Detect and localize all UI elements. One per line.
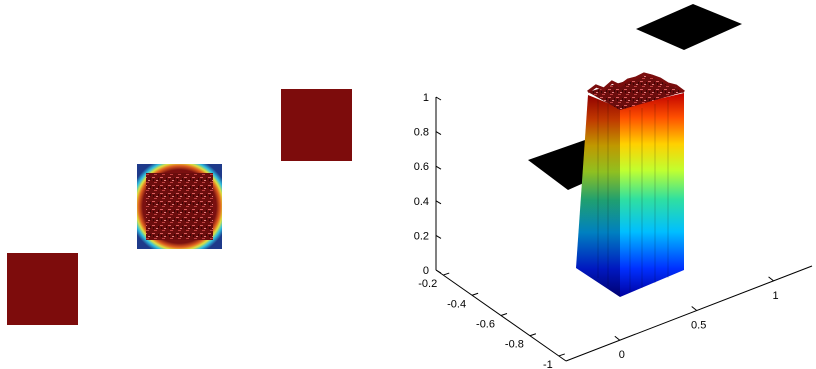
tile-uniform-bottom <box>7 253 78 325</box>
z-tick-mark <box>435 165 442 170</box>
z-tick-label: 1 <box>423 92 429 104</box>
column-top <box>588 74 684 110</box>
z-tick-mark <box>435 269 442 274</box>
surface-axes: 00.20.40.60.81 -0.2-0.4-0.6-0.8-1 00.51 <box>414 92 813 369</box>
y-tick-mark <box>529 333 537 337</box>
x-axis-line <box>565 265 813 362</box>
z-tick-mark <box>435 96 442 101</box>
y-tick-label: -1 <box>543 359 553 369</box>
y-tick-label: -0.8 <box>505 339 524 351</box>
z-tick-label: 0.4 <box>414 196 429 208</box>
y-tick-label: -0.6 <box>476 319 495 331</box>
left-panel <box>7 89 352 325</box>
x-tick-mark <box>691 306 697 311</box>
x-tick-label: 0.5 <box>691 320 706 332</box>
x-tick-mark <box>768 276 774 282</box>
black-plane-upper <box>636 4 742 50</box>
z-tick-label: 0.8 <box>414 127 429 139</box>
z-ticks: 0 0.2 0.4 0.6 0.8 1 <box>414 92 442 277</box>
z-tick-mark <box>435 200 442 205</box>
tile-uniform-top <box>281 89 352 161</box>
z-tick-label: 0.2 <box>414 230 429 242</box>
y-tick-label: -0.2 <box>418 278 437 290</box>
z-tick-label: 0.6 <box>414 161 429 173</box>
y-tick-label: -0.4 <box>447 298 466 310</box>
z-tick-mark <box>435 131 442 136</box>
y-ticks: -0.2 -0.4 -0.6 -0.8 -1 <box>418 272 565 369</box>
x-tick-mark <box>614 335 621 341</box>
surface-column <box>576 72 685 297</box>
y-tick-mark <box>471 292 479 296</box>
z-tick-mark <box>435 234 442 239</box>
x-tick-label: 1 <box>773 290 779 302</box>
y-tick-mark <box>443 272 450 276</box>
x-tick-label: 0 <box>619 349 625 361</box>
column-right-face <box>620 93 684 297</box>
y-tick-mark <box>500 313 508 316</box>
x-ticks: 00.51 <box>614 276 779 361</box>
z-tick-label: 0 <box>423 265 429 277</box>
tile-textured-center <box>137 164 222 249</box>
y-tick-mark <box>558 353 565 357</box>
column-left-face <box>576 95 620 297</box>
